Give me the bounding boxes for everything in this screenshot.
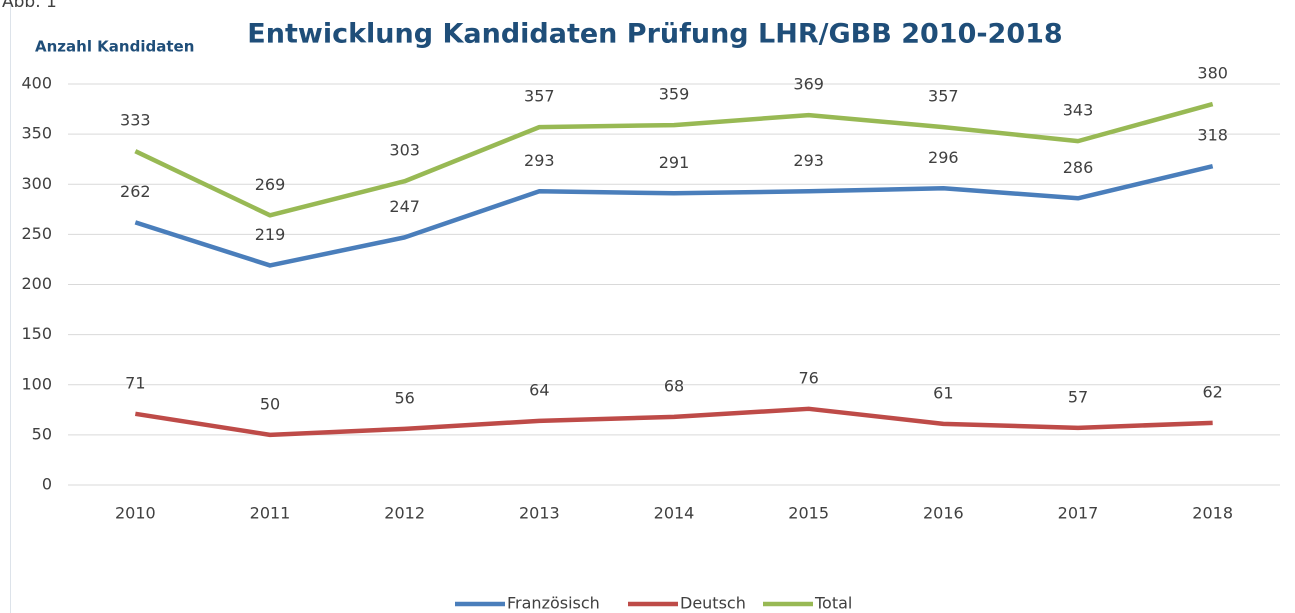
x-tick-label: 2013 (519, 504, 560, 523)
data-label: 293 (524, 151, 555, 170)
data-label: 291 (659, 153, 690, 172)
data-label: 357 (524, 87, 555, 106)
data-label: 369 (793, 75, 824, 94)
data-label: 286 (1063, 158, 1094, 177)
y-tick-label: 400 (21, 74, 52, 93)
data-label: 76 (798, 368, 818, 387)
series-line (134, 406, 1213, 438)
x-tick-label: 2015 (788, 504, 829, 523)
y-tick-label: 200 (21, 274, 52, 293)
x-tick-label: 2017 (1058, 504, 1099, 523)
data-label: 56 (394, 388, 414, 407)
series-line (134, 101, 1214, 218)
legend-label: Französisch (507, 594, 600, 613)
data-label: 343 (1063, 101, 1094, 120)
data-label: 262 (120, 182, 151, 201)
chart-frame (10, 0, 11, 613)
data-label: 57 (1068, 387, 1088, 406)
legend-label: Total (814, 594, 852, 613)
y-axis-label: Anzahl Kandidaten (35, 38, 194, 56)
x-tick-label: 2011 (250, 504, 291, 523)
x-tick-label: 2014 (654, 504, 695, 523)
y-tick-label: 0 (42, 475, 52, 494)
data-label: 50 (260, 394, 280, 413)
series-line (134, 164, 1214, 268)
x-tick-label: 2012 (384, 504, 425, 523)
data-label: 71 (125, 373, 145, 392)
x-tick-label: 2010 (115, 504, 156, 523)
y-tick-label: 50 (32, 424, 52, 443)
data-label: 64 (529, 380, 549, 399)
data-label: 293 (793, 151, 824, 170)
y-tick-label: 150 (21, 324, 52, 343)
legend-label: Deutsch (680, 594, 746, 613)
x-tick-label: 2016 (923, 504, 964, 523)
data-label: 269 (255, 175, 286, 194)
data-label: 359 (659, 85, 690, 104)
data-label: 380 (1197, 64, 1228, 83)
data-label: 68 (664, 376, 684, 395)
data-label: 247 (389, 197, 420, 216)
data-label: 296 (928, 148, 959, 167)
data-label: 318 (1197, 126, 1228, 145)
data-label: 303 (389, 141, 420, 160)
y-tick-label: 350 (21, 124, 52, 143)
y-tick-label: 100 (21, 374, 52, 393)
data-label: 333 (120, 111, 151, 130)
chart-title: Entwicklung Kandidaten Prüfung LHR/GBB 2… (247, 19, 1062, 50)
data-label: 357 (928, 87, 959, 106)
y-tick-label: 300 (21, 174, 52, 193)
data-label: 61 (933, 383, 953, 402)
y-tick-label: 250 (21, 224, 52, 243)
x-tick-label: 2018 (1192, 504, 1233, 523)
data-label: 219 (255, 225, 286, 244)
data-label: 62 (1202, 382, 1222, 401)
figure-label: Abb. 1 (2, 0, 57, 12)
